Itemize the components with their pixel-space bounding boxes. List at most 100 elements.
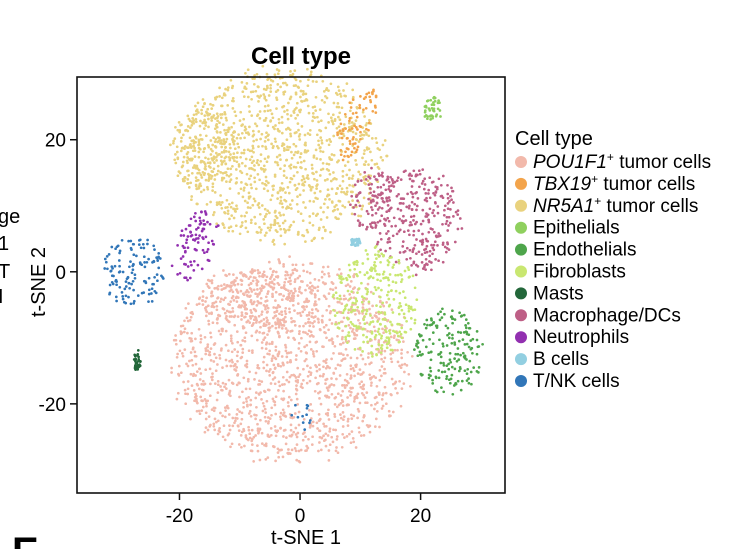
point (349, 153, 353, 157)
point (207, 322, 211, 326)
point (241, 351, 245, 354)
point (354, 203, 358, 207)
point (203, 114, 207, 117)
legend-name: Masts (533, 283, 584, 304)
point (266, 434, 270, 438)
point (314, 376, 317, 380)
point (244, 182, 248, 186)
legend-entry: NR5A1+ tumor cells (533, 194, 698, 217)
point (249, 270, 253, 274)
point (264, 279, 268, 282)
point (309, 188, 313, 192)
point (118, 270, 122, 273)
point (360, 207, 364, 211)
point (231, 310, 235, 313)
point (314, 315, 317, 318)
point (277, 117, 281, 121)
point (300, 291, 303, 295)
point (383, 276, 387, 280)
point (444, 250, 448, 254)
point (306, 132, 310, 135)
point (384, 402, 388, 406)
point (297, 410, 301, 414)
point (371, 276, 375, 280)
point (267, 388, 271, 392)
point (337, 199, 341, 203)
point (337, 115, 340, 119)
point (213, 173, 217, 177)
point (256, 429, 260, 432)
point (333, 117, 337, 121)
point (322, 325, 326, 329)
point (372, 199, 375, 203)
point (362, 196, 366, 200)
point (255, 138, 258, 142)
point (289, 223, 293, 227)
point (369, 222, 372, 226)
point (274, 321, 277, 324)
point (346, 289, 350, 293)
y-axis-label: t-SNE 2 (28, 247, 50, 317)
cluster-masts (132, 349, 142, 371)
point (365, 146, 369, 149)
edge-fragment-4: I (0, 286, 4, 308)
point (256, 173, 260, 176)
point (337, 125, 341, 129)
point (294, 78, 298, 82)
point (456, 330, 460, 334)
point (390, 184, 393, 187)
point (291, 268, 295, 272)
point (244, 220, 248, 223)
point (254, 89, 258, 93)
point (426, 323, 429, 327)
point (325, 308, 329, 312)
point (261, 275, 265, 279)
point (303, 345, 306, 349)
point (397, 261, 401, 265)
point (202, 383, 206, 386)
point (431, 382, 435, 385)
point (309, 281, 312, 285)
point (282, 294, 285, 298)
point (342, 415, 346, 418)
point (235, 366, 239, 369)
point (191, 312, 195, 316)
point (129, 260, 132, 263)
point (357, 170, 361, 174)
point (400, 219, 404, 223)
point (183, 147, 186, 151)
point (202, 147, 206, 151)
point (110, 265, 114, 268)
point (208, 161, 212, 165)
point (356, 145, 360, 149)
point (389, 357, 393, 361)
point (190, 198, 193, 202)
point (284, 349, 288, 353)
point (248, 370, 251, 374)
legend-entry: Macrophage/DCs (533, 305, 681, 326)
point (456, 227, 460, 231)
point (252, 460, 256, 463)
point (365, 423, 369, 427)
point (387, 409, 391, 413)
point (437, 232, 441, 235)
point (309, 417, 313, 420)
point (133, 273, 137, 277)
point (403, 370, 406, 374)
point (385, 154, 389, 158)
point (260, 398, 263, 401)
point (219, 142, 222, 145)
point (252, 82, 256, 86)
point (312, 200, 316, 203)
point (424, 257, 428, 261)
point (273, 382, 277, 386)
point (234, 168, 238, 171)
point (385, 301, 388, 304)
point (264, 175, 268, 179)
point (269, 433, 273, 437)
point (301, 175, 305, 178)
point (318, 190, 322, 193)
point (302, 183, 306, 187)
point (253, 315, 257, 319)
point (178, 349, 182, 353)
